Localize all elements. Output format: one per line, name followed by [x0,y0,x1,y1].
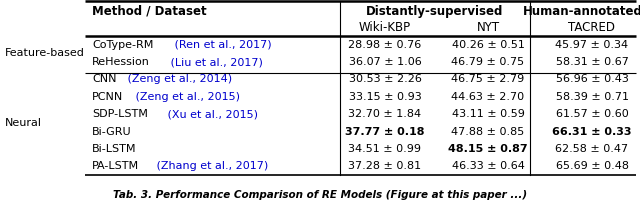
Text: (Xu et al., 2015): (Xu et al., 2015) [164,109,258,119]
Text: 28.98 ± 0.76: 28.98 ± 0.76 [348,40,422,50]
Text: (Zeng et al., 2015): (Zeng et al., 2015) [132,92,241,102]
Text: 37.77 ± 0.18: 37.77 ± 0.18 [345,127,425,137]
Text: PCNN: PCNN [92,92,124,102]
Text: 36.07 ± 1.06: 36.07 ± 1.06 [349,57,421,67]
Text: 43.11 ± 0.59: 43.11 ± 0.59 [452,109,524,119]
Text: Feature-based: Feature-based [5,48,85,58]
Text: 58.39 ± 0.71: 58.39 ± 0.71 [556,92,628,102]
Text: Distantly-supervised: Distantly-supervised [366,5,504,18]
Text: Tab. 3. Performance Comparison of RE Models (Figure at this paper ...): Tab. 3. Performance Comparison of RE Mod… [113,190,527,200]
Text: Wiki-KBP: Wiki-KBP [359,21,411,34]
Text: 46.79 ± 0.75: 46.79 ± 0.75 [451,57,525,67]
Text: Bi-LSTM: Bi-LSTM [92,144,136,154]
Text: 45.97 ± 0.34: 45.97 ± 0.34 [556,40,628,50]
Text: 32.70 ± 1.84: 32.70 ± 1.84 [348,109,422,119]
Text: TACRED: TACRED [568,21,616,34]
Text: (Zhang et al., 2017): (Zhang et al., 2017) [153,161,268,171]
Text: 44.63 ± 2.70: 44.63 ± 2.70 [451,92,525,102]
Text: 62.58 ± 0.47: 62.58 ± 0.47 [556,144,628,154]
Text: 34.51 ± 0.99: 34.51 ± 0.99 [349,144,422,154]
Text: Method / Dataset: Method / Dataset [92,5,207,18]
Text: 56.96 ± 0.43: 56.96 ± 0.43 [556,74,628,84]
Text: 37.28 ± 0.81: 37.28 ± 0.81 [348,161,422,171]
Text: Human-annotated: Human-annotated [523,5,640,18]
Text: 47.88 ± 0.85: 47.88 ± 0.85 [451,127,525,137]
Text: 46.33 ± 0.64: 46.33 ± 0.64 [452,161,524,171]
Text: 30.53 ± 2.26: 30.53 ± 2.26 [349,74,421,84]
Text: CoType-RM: CoType-RM [92,40,154,50]
Text: 58.31 ± 0.67: 58.31 ± 0.67 [556,57,628,67]
Text: Neural: Neural [5,118,42,128]
Text: (Zeng et al., 2014): (Zeng et al., 2014) [124,74,232,84]
Text: 61.57 ± 0.60: 61.57 ± 0.60 [556,109,628,119]
Text: 46.75 ± 2.79: 46.75 ± 2.79 [451,74,525,84]
Text: CNN: CNN [92,74,116,84]
Text: 65.69 ± 0.48: 65.69 ± 0.48 [556,161,628,171]
Text: 48.15 ± 0.87: 48.15 ± 0.87 [448,144,528,154]
Text: (Ren et al., 2017): (Ren et al., 2017) [171,40,272,50]
Text: PA-LSTM: PA-LSTM [92,161,139,171]
Text: 33.15 ± 0.93: 33.15 ± 0.93 [349,92,421,102]
Text: 40.26 ± 0.51: 40.26 ± 0.51 [452,40,524,50]
Text: SDP-LSTM: SDP-LSTM [92,109,148,119]
Text: 66.31 ± 0.33: 66.31 ± 0.33 [552,127,632,137]
Text: ReHession: ReHession [92,57,150,67]
Text: Bi-GRU: Bi-GRU [92,127,132,137]
Text: NYT: NYT [476,21,500,34]
Text: (Liu et al., 2017): (Liu et al., 2017) [166,57,262,67]
